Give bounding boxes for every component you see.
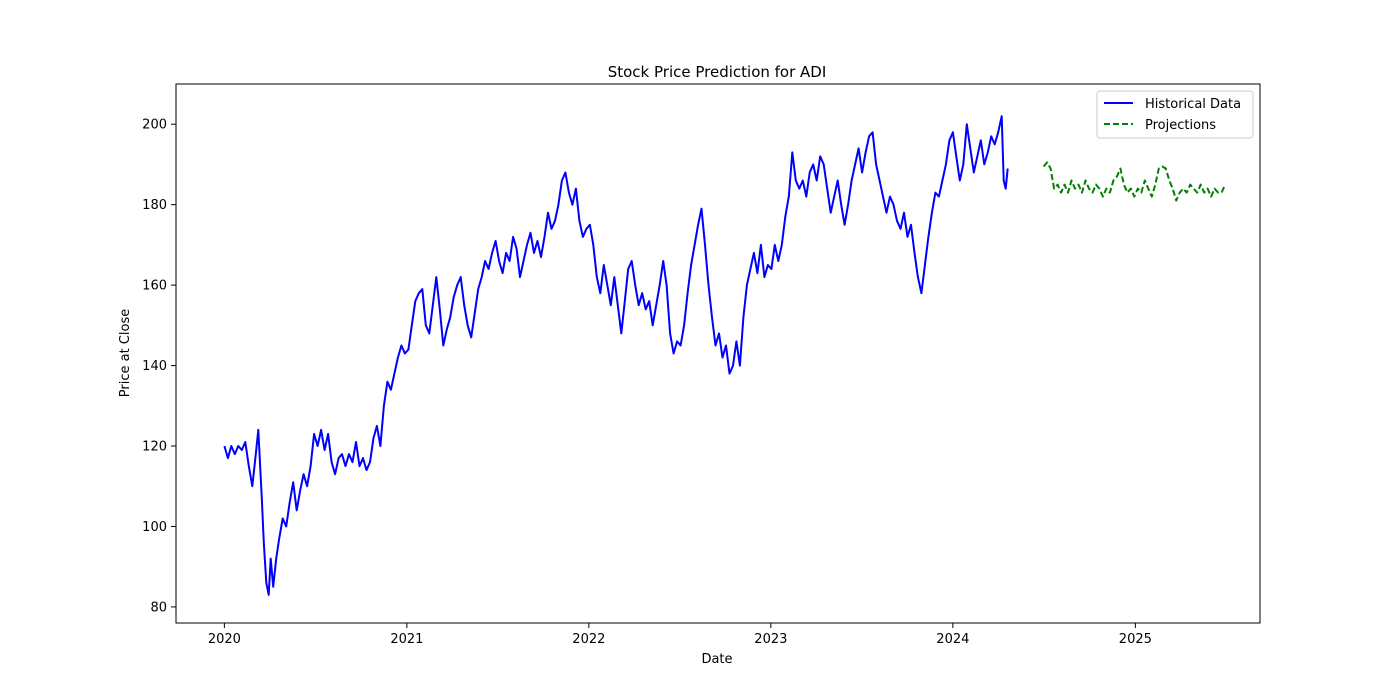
legend: Historical Data Projections (1096, 90, 1254, 139)
series-line-historical-data (223, 115, 1009, 596)
y-tick-label: 200 (142, 118, 167, 133)
y-tick-label: 140 (142, 359, 167, 374)
x-axis: 2020 2021 2022 2023 2024 2025 (208, 623, 1152, 647)
plot-area (223, 115, 1227, 596)
chart-title: Stock Price Prediction for ADI (608, 63, 827, 81)
x-tick-label: 2025 (1119, 632, 1152, 647)
y-axis: 80 100 120 140 160 180 200 (142, 118, 176, 615)
y-axis-label: Price at Close (118, 309, 133, 397)
legend-box (1096, 90, 1254, 139)
x-tick-label: 2022 (572, 632, 605, 647)
y-tick-label: 100 (142, 520, 167, 535)
x-tick-label: 2024 (936, 632, 969, 647)
y-tick-label: 160 (142, 279, 167, 294)
legend-label-projections: Projections (1145, 118, 1216, 133)
plot-frame (175, 83, 1261, 624)
x-tick-label: 2020 (208, 632, 241, 647)
y-tick-label: 120 (142, 440, 167, 455)
x-tick-label: 2021 (390, 632, 423, 647)
y-tick-label: 80 (150, 600, 167, 615)
x-axis-label: Date (701, 652, 732, 667)
y-tick-label: 180 (142, 198, 167, 213)
series-line-projections (1042, 161, 1227, 202)
x-tick-label: 2023 (754, 632, 787, 647)
legend-label-historical-data: Historical Data (1145, 97, 1241, 112)
